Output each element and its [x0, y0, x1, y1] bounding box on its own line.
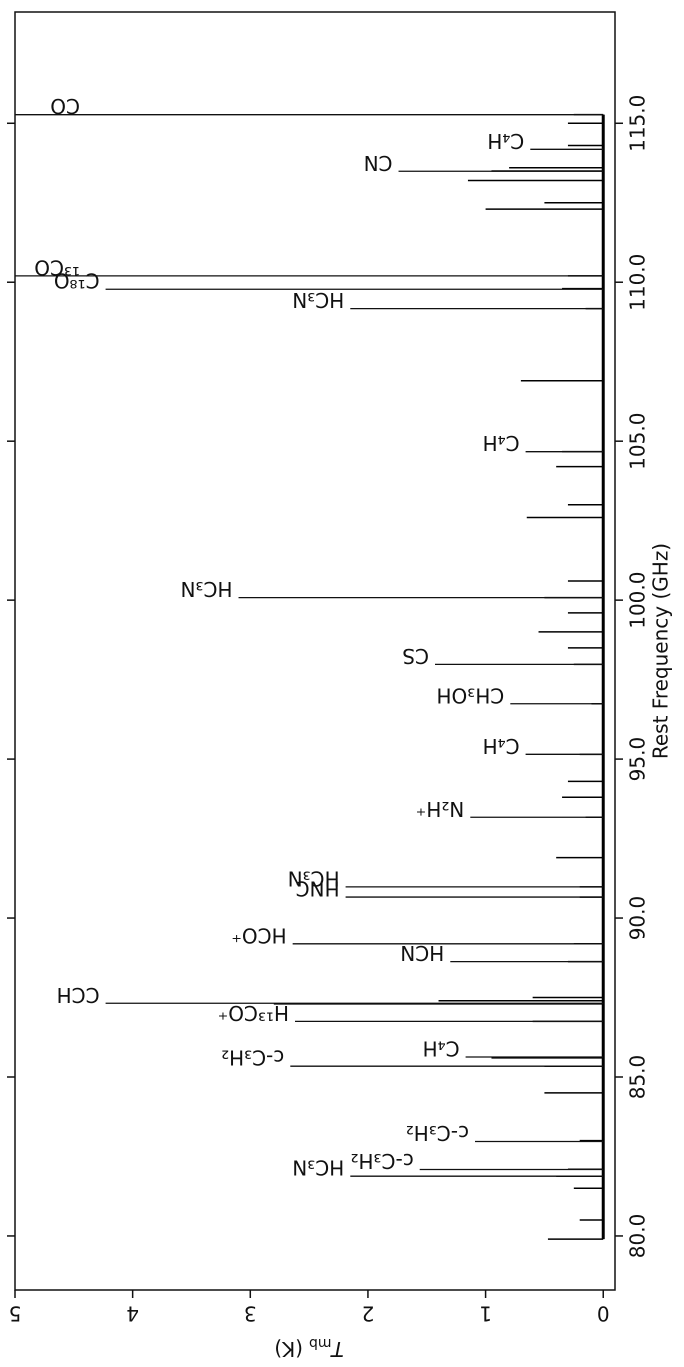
x-tick-label: 110.0 — [626, 254, 650, 311]
x-tick-label: 100.0 — [626, 572, 650, 629]
annotation-label: CCH — [57, 983, 100, 1007]
annotation-label: CH₃OH — [436, 683, 504, 707]
y-tick-label: 3 — [244, 1302, 257, 1326]
annotation-label: HC₃N — [288, 866, 340, 890]
x-tick-label: 80.0 — [626, 1214, 650, 1259]
x-tick-label: 85.0 — [626, 1055, 650, 1100]
y-label-subscript: mb — [309, 1335, 332, 1351]
annotation-label: HC₃N — [292, 1156, 344, 1180]
annotation-label: c-C₃H₂ — [350, 1149, 413, 1173]
y-label-symbol: T — [330, 1338, 344, 1362]
annotation-label: ¹³CO — [34, 255, 80, 279]
annotation-label: C₄H — [483, 431, 520, 455]
annotation-label: HCN — [400, 941, 444, 965]
x-axis-label: Rest Frequency (GHz) — [649, 543, 673, 759]
annotation-label: HC₃N — [181, 577, 233, 601]
x-tick-label: 105.0 — [626, 413, 650, 470]
y-label-unit: (K) — [274, 1338, 303, 1362]
annotation-label: N₂H⁺ — [416, 797, 465, 821]
annotation-label: c-C₃H₂ — [221, 1046, 284, 1070]
y-axis-label: Tmb (K) — [274, 1335, 343, 1362]
annotation-label: C₄H — [423, 1036, 460, 1060]
annotation-label: CO — [50, 94, 80, 118]
y-tick-label: 1 — [479, 1302, 492, 1326]
annotation-label: C¹⁸O — [54, 269, 100, 293]
annotation-label: CS — [402, 644, 429, 668]
plot-frame — [14, 11, 616, 1291]
annotation-label: HCO⁺ — [231, 923, 286, 947]
y-tick-label: 4 — [126, 1302, 139, 1326]
x-tick-label: 115.0 — [626, 95, 650, 152]
x-tick-label: 95.0 — [626, 737, 650, 782]
y-tick-label: 2 — [362, 1302, 375, 1326]
y-tick-label: 5 — [9, 1302, 22, 1326]
annotation-label: C₄H — [487, 129, 524, 153]
annotation-label: CN — [364, 151, 393, 175]
annotation-label: c-C₃H₂ — [406, 1121, 469, 1145]
y-tick-label: 0 — [597, 1302, 610, 1326]
x-tick-label: 90.0 — [626, 896, 650, 941]
annotation-label: HC₃N — [292, 288, 344, 312]
annotation-label: H¹³CO⁺ — [218, 1001, 289, 1025]
annotation-label: HNC — [296, 877, 340, 901]
annotation-label: C₄H — [483, 734, 520, 758]
